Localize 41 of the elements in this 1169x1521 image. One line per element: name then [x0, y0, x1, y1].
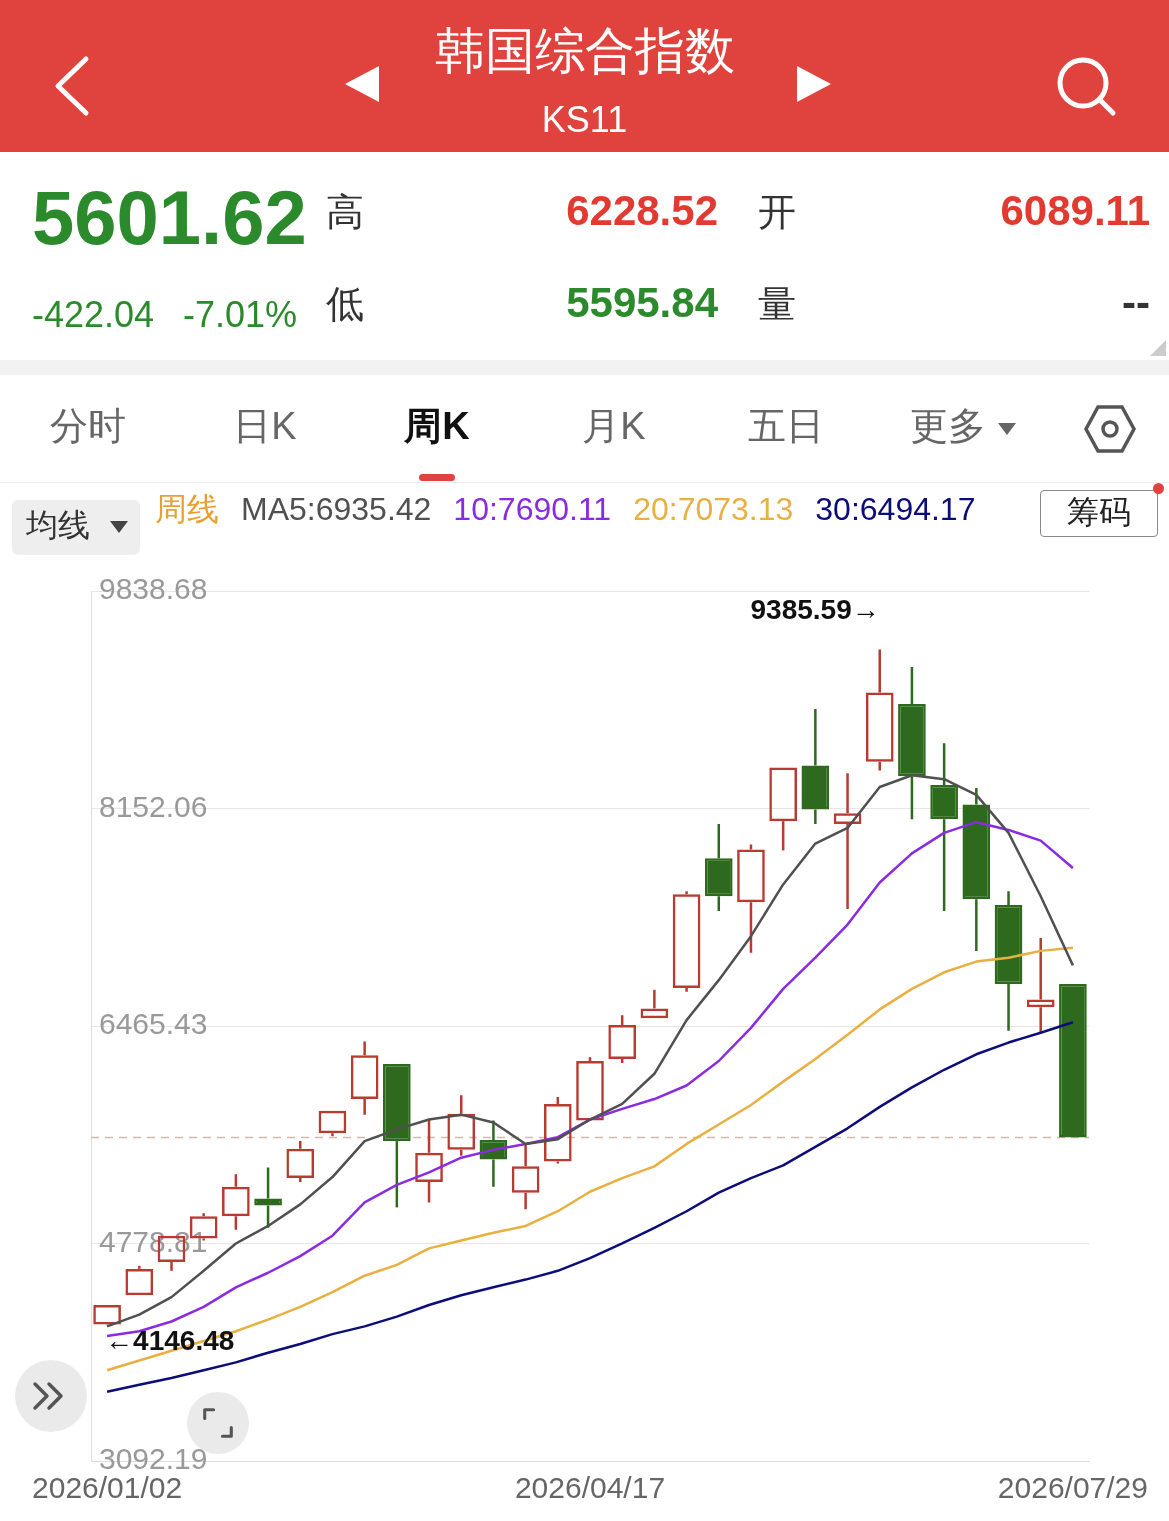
text: 周K — [404, 405, 470, 448]
candlestick — [254, 1166, 282, 1230]
y-tick-label: 9838.68 — [99, 572, 208, 606]
text: 高 — [326, 191, 364, 234]
text: 低 — [326, 283, 364, 326]
text: 均线 — [26, 507, 90, 544]
candlestick — [898, 665, 926, 821]
candlestick — [962, 786, 991, 953]
legend-title: 周线 — [155, 490, 219, 529]
text: -- — [1122, 279, 1150, 327]
text: 5601.62 — [32, 175, 307, 260]
text: -422.04 — [32, 294, 155, 335]
text: 量 — [758, 283, 796, 326]
text: 五日 — [748, 405, 824, 448]
candlestick — [383, 1063, 411, 1209]
candlestick — [1059, 984, 1087, 1138]
text: MA5:6935.42 — [241, 490, 432, 529]
candlestick — [801, 707, 830, 826]
text: 分时 — [50, 405, 126, 448]
text: 月K — [582, 405, 646, 448]
chart-title: 韩国综合指数 — [433, 23, 736, 79]
y-tick-label: 6465.43 — [99, 1007, 208, 1041]
chart-subtitle: KS11 — [540, 99, 629, 140]
annotation: 9385.59→ — [750, 594, 880, 626]
text: 10:7690.11 — [453, 490, 612, 529]
text: 6089.11 — [1000, 187, 1150, 235]
candlestick — [704, 822, 733, 913]
text: 筹码 — [1067, 494, 1131, 531]
text: 日K — [233, 405, 297, 448]
x-tick-label: 2026/07/29 — [997, 1471, 1148, 1505]
text: 5595.84 — [566, 279, 718, 327]
text: -7.01% — [183, 294, 298, 335]
text: 开 — [758, 191, 796, 234]
x-tick-label: 2026/04/17 — [514, 1471, 666, 1505]
text: 30:6494.17 — [815, 490, 976, 529]
text: 6228.52 — [566, 187, 718, 235]
candlestick — [930, 741, 958, 913]
text: 更多 — [910, 405, 986, 448]
candlestick — [994, 890, 1023, 1033]
y-tick-label: 8152.06 — [99, 789, 208, 823]
text: 20:7073.13 — [633, 490, 794, 529]
